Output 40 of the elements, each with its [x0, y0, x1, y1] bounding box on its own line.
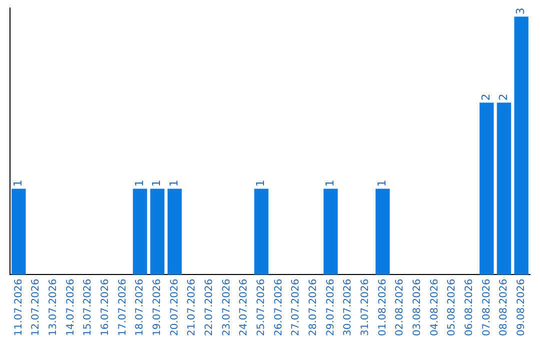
x-tick-label: 01.08.2026: [377, 278, 388, 336]
x-tick-label: 17.07.2026: [117, 278, 128, 336]
data-label: 2: [496, 94, 510, 101]
data-label: 1: [376, 180, 389, 187]
data-label: 2: [480, 94, 493, 101]
x-tick-label: 20.07.2026: [169, 278, 180, 336]
data-label: 1: [150, 180, 164, 187]
x-tick-label: 14.07.2026: [65, 278, 76, 336]
x-tick-label: 29.07.2026: [325, 278, 336, 336]
x-tick-label: 23.07.2026: [221, 278, 232, 336]
data-label: 1: [254, 180, 268, 187]
data-label: 1: [12, 180, 25, 187]
x-tick-label: 08.08.2026: [498, 278, 510, 336]
x-tick-label: 03.08.2026: [412, 278, 423, 336]
x-tick-label: 25.07.2026: [256, 278, 267, 336]
x-tick-label: 09.08.2026: [516, 278, 527, 336]
x-tick-label: 13.07.2026: [48, 278, 59, 336]
x-tick-label: 30.07.2026: [342, 278, 354, 336]
x-tick-label: 19.07.2026: [152, 278, 163, 336]
x-tick-label: 18.07.2026: [134, 278, 146, 336]
x-tick-label: 11.07.2026: [13, 278, 24, 336]
x-tick-label: 21.07.2026: [186, 278, 198, 336]
data-label: 1: [132, 180, 146, 187]
data-label: 1: [324, 180, 337, 187]
x-tick-label: 16.07.2026: [100, 278, 111, 336]
x-tick-label: 27.07.2026: [290, 278, 302, 336]
x-tick-label: 31.07.2026: [360, 278, 371, 336]
data-label: 1: [168, 180, 181, 187]
x-tick-label: 26.07.2026: [273, 278, 284, 336]
x-tick-label: 12.07.2026: [30, 278, 42, 336]
x-tick-label: 07.08.2026: [481, 278, 492, 336]
x-tick-label: 02.08.2026: [394, 278, 406, 336]
x-tick-label: 05.08.2026: [446, 278, 458, 336]
x-tick-label: 04.08.2026: [429, 278, 440, 336]
x-tick-label: 24.07.2026: [238, 278, 250, 336]
x-tick-label: 28.07.2026: [308, 278, 319, 336]
x-tick-label: 22.07.2026: [204, 278, 215, 336]
x-tick-label: 15.07.2026: [82, 278, 94, 336]
data-label: 3: [514, 8, 528, 15]
x-tick-label: 06.08.2026: [464, 278, 475, 336]
